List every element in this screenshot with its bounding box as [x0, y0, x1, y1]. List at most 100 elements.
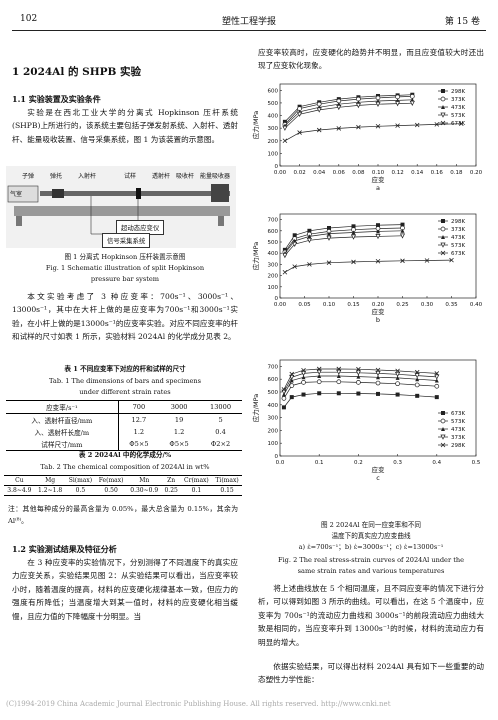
series-line — [283, 381, 437, 399]
data-point — [375, 367, 381, 373]
table-header-cell: Cr(max) — [180, 475, 213, 486]
series-line — [283, 375, 437, 395]
y-tick-label: 500 — [268, 240, 279, 246]
table-header-cell: 应变率/s⁻¹ — [6, 400, 119, 414]
data-point — [292, 241, 298, 248]
table-row: 入、透射杆长度/m 1.2 1.2 0.4 — [6, 426, 242, 438]
data-point — [301, 367, 306, 373]
x-tick-label: 0.0 — [276, 460, 285, 466]
table1-title-en2: under different strain rates — [79, 388, 171, 396]
gas-chamber — [7, 185, 39, 203]
legend-marker — [440, 96, 446, 102]
data-point — [301, 375, 306, 380]
y-tick-label: 200 — [268, 274, 279, 280]
table-header-cell: Ti(max) — [212, 475, 242, 486]
chart-b-svg: 0.00 0.05 0.10 0.15 0.20 0.25 0.30 0.35 0.40 0 100… — [251, 213, 483, 324]
data-point — [289, 383, 295, 388]
y-tick-label: 700 — [268, 364, 279, 370]
table-header-cell: Mg — [34, 475, 66, 486]
label-energy: 能量吸收器 — [200, 173, 231, 180]
data-point — [449, 257, 454, 263]
base-frame — [14, 206, 230, 216]
data-point — [459, 121, 464, 127]
bar-line — [40, 191, 230, 196]
data-point — [317, 374, 322, 378]
chart-b: 0.00 0.05 0.10 0.15 0.20 0.25 0.30 0.35 0.40 0 100… — [250, 206, 490, 334]
fig2-caption-en2: same strain rates and various temperatur… — [297, 567, 445, 575]
data-point — [375, 380, 381, 386]
data-point — [336, 374, 341, 378]
data-point — [400, 258, 405, 264]
plot-frame — [279, 359, 477, 457]
x-tick-label: 0.15 — [347, 302, 360, 308]
table-cell: 1.2 — [173, 428, 185, 436]
legend-label: 573K — [451, 243, 465, 249]
data-point — [351, 230, 356, 235]
legend-label: 298K — [451, 89, 465, 95]
x-tick-label: 0.3 — [393, 460, 402, 466]
y-tick-label: 100 — [268, 441, 279, 447]
series-line — [283, 368, 437, 390]
legend-marker — [440, 120, 446, 126]
results-paragraph: 在 3 种应变率的实验情况下，分别测得了不同温度下的真实应力应变关系，实验结果见… — [12, 558, 238, 621]
fig1-caption-en1: Fig. 1 Schematic illustration of split H… — [45, 264, 205, 272]
panel-label: c — [376, 474, 380, 482]
data-point — [289, 395, 294, 400]
data-point — [376, 375, 380, 380]
legend-marker — [440, 226, 446, 232]
y-tick-label: 300 — [268, 126, 279, 132]
table-header-cell: Cu — [4, 475, 35, 486]
data-point — [376, 229, 380, 234]
data-point — [336, 369, 342, 375]
legend-marker — [441, 89, 445, 93]
y-tick-label: 600 — [268, 377, 279, 383]
y-tick-label: 100 — [268, 285, 279, 291]
table-cell: 入、透射杆直径/mm — [6, 413, 119, 426]
legend-label: 373K — [451, 435, 465, 441]
data-point — [282, 138, 288, 144]
table-cell: 0.1 — [180, 485, 213, 496]
table1-header-row: 应变率/s⁻¹ 700 3000 13000 — [6, 400, 242, 414]
data-point — [307, 234, 312, 239]
strain-rate-paragraph: 本文实验考虑了 3 种应变率：700s⁻¹、3000s⁻¹、13000s⁻¹，其… — [12, 292, 238, 342]
series-line — [284, 123, 462, 142]
table-row: 试样尺寸/mm Φ5×5 Φ5×5 Φ2×2 — [6, 438, 242, 451]
y-tick-label: 500 — [268, 390, 279, 396]
table2-title-cn: 表 2 2024Al 中的化学成分/% — [78, 451, 172, 459]
y-tick-label: 400 — [268, 114, 279, 120]
legend-label: 673K — [451, 121, 465, 127]
y-tick-label: 400 — [268, 403, 279, 409]
bullet-shape — [52, 189, 64, 198]
table-cell: 5 — [218, 416, 223, 424]
x-tick-label: 0.00 — [274, 302, 287, 308]
data-point — [282, 253, 288, 259]
properties-paragraph: 依据实验结果，可以得出材料 2024Al 具有如下一些重要的动态塑性力学性能： — [258, 662, 484, 685]
x-axis-label: 应变 — [372, 465, 386, 474]
data-point — [415, 377, 420, 382]
table2-note: 注：其他每种成分的最高含量为 0.05%，最大总含量为 0.15%，其余为 Al… — [8, 505, 238, 525]
data-point — [306, 237, 312, 244]
data-point — [336, 391, 341, 396]
series-line — [284, 102, 413, 129]
data-point — [326, 260, 332, 266]
legend-label: 473K — [451, 427, 465, 433]
y-axis-label: 应力/MPa — [251, 242, 260, 270]
legend-marker — [441, 105, 445, 109]
data-point — [400, 228, 405, 233]
data-point — [376, 223, 380, 228]
y-tick-label: 0 — [275, 296, 279, 302]
data-point — [292, 233, 297, 238]
fig1-caption-cn: 图 1 分离式 Hopkinson 压杆装置示意图 — [64, 253, 186, 261]
data-point — [409, 100, 415, 106]
comparison-paragraph: 将上述曲线放在 5 个相同温度，且不同应变率的情况下进行分析，可以得到如图 3 … — [258, 584, 484, 647]
x-axis-label: 应变 — [372, 307, 386, 316]
fig2-caption-cn1: 图 2 2024Al 在同一应变率和不同 — [320, 521, 422, 529]
data-point — [399, 233, 406, 239]
y-tick-label: 200 — [268, 139, 279, 145]
chart-a-svg: 0.00 0.02 0.04 0.06 0.08 0.10 0.12 0.14 0.16 0.18… — [251, 83, 483, 192]
shpb-schematic: 子弹 弹托 入射杆 试样 透射杆 吸收杆 能量吸收器 气室 超动态应变仪 信号采… — [6, 166, 236, 248]
legend-label: 573K — [451, 419, 465, 425]
table-cell: 0.25 — [161, 485, 181, 496]
data-point — [395, 392, 400, 397]
data-point — [297, 130, 302, 135]
